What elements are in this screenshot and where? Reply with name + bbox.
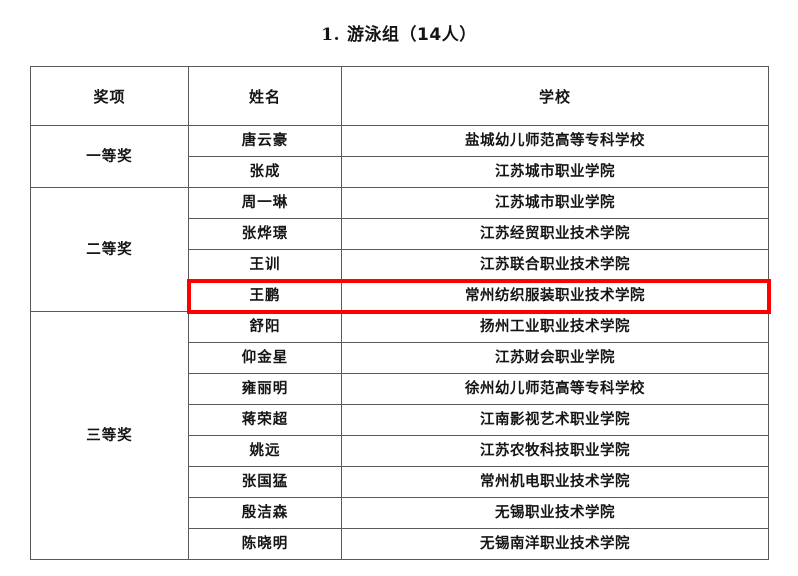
table-body: 一等奖 唐云豪 盐城幼儿师范高等专科学校 张成 江苏城市职业学院 二等奖 周一琳 江苏城市职业… bbox=[30, 125, 769, 560]
winner-school-cell: 江苏城市职业学院 bbox=[341, 156, 769, 188]
winner-name-cell: 舒阳 bbox=[188, 311, 342, 343]
winner-name-cell: 蒋荣超 bbox=[188, 404, 342, 436]
table-row: 张烨璟 江苏经贸职业技术学院 bbox=[31, 218, 769, 250]
award-group-cell: 三等奖 bbox=[30, 311, 189, 560]
winner-school-cell: 江苏联合职业技术学院 bbox=[341, 249, 769, 281]
winner-name-cell: 王训 bbox=[188, 249, 342, 281]
winner-name-cell: 唐云豪 bbox=[188, 125, 342, 157]
table-header: 奖项 姓名 学校 bbox=[30, 66, 769, 126]
winner-name-cell: 殷洁森 bbox=[188, 497, 342, 529]
table-row: 二等奖 周一琳 江苏城市职业学院 bbox=[30, 187, 769, 312]
column-header-school: 学校 bbox=[341, 66, 769, 126]
winner-name-cell: 仰金星 bbox=[188, 342, 342, 374]
winner-name-cell: 张成 bbox=[188, 156, 342, 188]
column-header-name: 姓名 bbox=[188, 66, 342, 126]
column-header-award: 奖项 bbox=[30, 66, 189, 126]
winner-name-cell: 雍丽明 bbox=[188, 373, 342, 405]
table-row: 王训 江苏联合职业技术学院 bbox=[31, 249, 769, 281]
winner-school-cell: 江苏经贸职业技术学院 bbox=[341, 218, 769, 250]
table-row: 殷洁森 无锡职业技术学院 bbox=[31, 497, 769, 529]
winner-school-cell: 常州纺织服装职业技术学院 bbox=[341, 280, 769, 312]
winner-school-cell: 盐城幼儿师范高等专科学校 bbox=[341, 125, 769, 157]
table-row: 三等奖 舒阳 扬州工业职业技术学院 bbox=[30, 311, 769, 560]
winner-school-cell: 无锡职业技术学院 bbox=[341, 497, 769, 529]
award-winners-table: 奖项 姓名 学校 一等奖 唐云豪 盐城幼儿师范高等专科学校 张成 江苏城市职业学院 二等奖… bbox=[30, 66, 769, 560]
winner-school-cell: 江苏农牧科技职业学院 bbox=[341, 435, 769, 467]
table-header-row: 奖项 姓名 学校 bbox=[30, 66, 769, 126]
award-group-cell: 二等奖 bbox=[30, 187, 189, 312]
table-row: 一等奖 唐云豪 盐城幼儿师范高等专科学校 bbox=[30, 125, 769, 188]
table-row: 张成 江苏城市职业学院 bbox=[31, 156, 769, 188]
page-title: 1. 游泳组（14人） bbox=[0, 20, 798, 45]
table-row-highlighted: 王鹏 常州纺织服装职业技术学院 bbox=[31, 280, 769, 312]
table-row: 蒋荣超 江南影视艺术职业学院 bbox=[31, 404, 769, 436]
title-text: 游泳组（14人） bbox=[347, 25, 477, 45]
winner-name-cell: 张国猛 bbox=[188, 466, 342, 498]
winner-name-cell: 姚远 bbox=[188, 435, 342, 467]
table-row: 仰金星 江苏财会职业学院 bbox=[31, 342, 769, 374]
title-index: 1. bbox=[321, 25, 341, 45]
table-row: 陈晓明 无锡南洋职业技术学院 bbox=[31, 528, 769, 560]
winner-name-cell: 陈晓明 bbox=[188, 528, 342, 560]
table-row: 姚远 江苏农牧科技职业学院 bbox=[31, 435, 769, 467]
winner-school-cell: 江苏城市职业学院 bbox=[341, 187, 769, 219]
winner-school-cell: 常州机电职业技术学院 bbox=[341, 466, 769, 498]
winner-school-cell: 徐州幼儿师范高等专科学校 bbox=[341, 373, 769, 405]
winner-school-cell: 扬州工业职业技术学院 bbox=[341, 311, 769, 343]
winner-name-cell: 张烨璟 bbox=[188, 218, 342, 250]
winner-name-cell: 王鹏 bbox=[188, 280, 342, 312]
winner-school-cell: 无锡南洋职业技术学院 bbox=[341, 528, 769, 560]
winner-school-cell: 江南影视艺术职业学院 bbox=[341, 404, 769, 436]
award-group-cell: 一等奖 bbox=[30, 125, 189, 188]
winner-school-cell: 江苏财会职业学院 bbox=[341, 342, 769, 374]
table-row: 雍丽明 徐州幼儿师范高等专科学校 bbox=[31, 373, 769, 405]
winner-name-cell: 周一琳 bbox=[188, 187, 342, 219]
